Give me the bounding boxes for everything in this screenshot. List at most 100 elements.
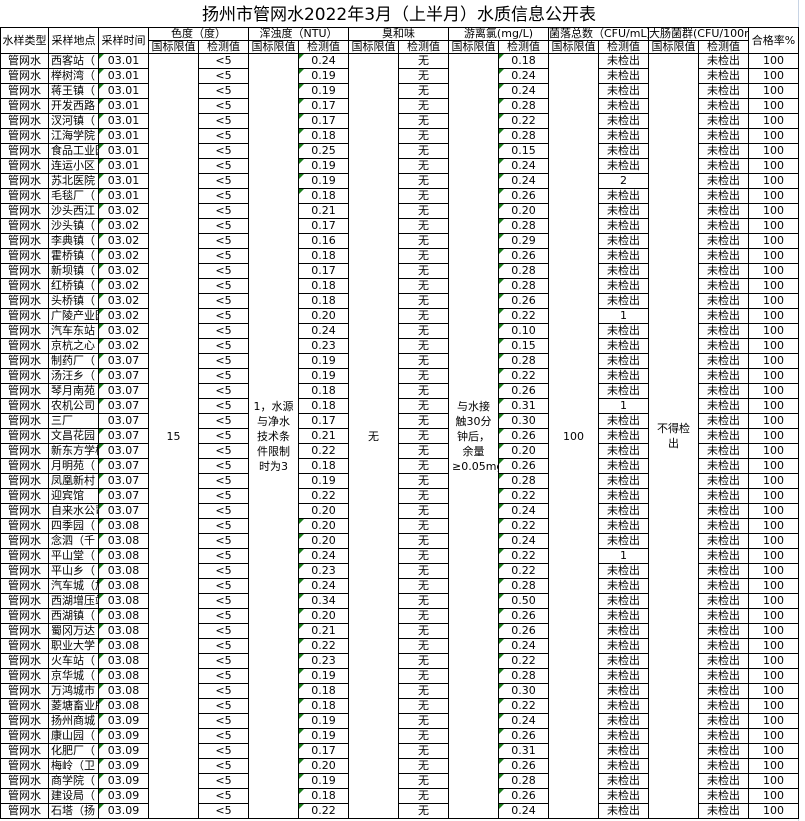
cell-site: 汊河镇（ <box>48 113 99 129</box>
cell-pass: 100 <box>748 593 800 609</box>
cell-color: <5 <box>198 473 249 489</box>
table-row: 管网水 京华城（ 03.08 <5 0.19 无 0.28 未检出 未检出 100 <box>0 668 800 684</box>
cell-bacteria: 未检出 <box>597 98 650 114</box>
cell-coliform: 未检出 <box>698 443 750 459</box>
cell-turbidity: 0.18 <box>298 248 349 264</box>
cell-bacteria: 1 <box>597 308 650 324</box>
cell-type: 管网水 <box>0 788 49 804</box>
cell-date: 03.09 <box>98 803 149 819</box>
cell-date: 03.02 <box>98 293 149 309</box>
cell-coliform: 未检出 <box>698 143 750 159</box>
cell-date: 03.01 <box>98 173 149 189</box>
cell-color: <5 <box>198 563 249 579</box>
cell-turbidity: 0.19 <box>298 668 349 684</box>
cell-bacteria: 未检出 <box>597 533 650 549</box>
cell-turbidity: 0.22 <box>298 443 349 459</box>
cell-bacteria: 未检出 <box>597 428 650 444</box>
cell-odor: 无 <box>398 98 449 114</box>
cell-bacteria: 未检出 <box>597 803 650 819</box>
limit-odor: 无 <box>348 53 399 819</box>
cell-bacteria: 1 <box>597 398 650 414</box>
cell-turbidity: 0.19 <box>298 728 349 744</box>
cell-date: 03.01 <box>98 188 149 204</box>
cell-turbidity: 0.20 <box>298 503 349 519</box>
cell-type: 管网水 <box>0 458 49 474</box>
cell-coliform: 未检出 <box>698 728 750 744</box>
cell-color: <5 <box>198 578 249 594</box>
cell-chlorine: 0.26 <box>498 428 549 444</box>
cell-date: 03.01 <box>98 113 149 129</box>
cell-chlorine: 0.26 <box>498 623 549 639</box>
cell-type: 管网水 <box>0 353 49 369</box>
cell-bacteria: 未检出 <box>597 563 650 579</box>
table-row: 管网水 平山堂（ 03.08 <5 0.24 无 0.22 1 未检出 100 <box>0 548 800 564</box>
cell-bacteria: 未检出 <box>597 353 650 369</box>
cell-turbidity: 0.20 <box>298 533 349 549</box>
cell-date: 03.07 <box>98 443 149 459</box>
cell-color: <5 <box>198 608 249 624</box>
cell-turbidity: 0.24 <box>298 323 349 339</box>
cell-bacteria: 未检出 <box>597 713 650 729</box>
cell-bacteria: 未检出 <box>597 683 650 699</box>
cell-coliform: 未检出 <box>698 398 750 414</box>
sheet-gridline <box>798 0 805 821</box>
cell-chlorine: 0.24 <box>498 803 549 819</box>
table-row: 管网水 沙头镇（ 03.02 <5 0.17 无 0.28 未检出 未检出 100 <box>0 218 800 234</box>
cell-site: 三厂 <box>48 413 99 429</box>
cell-turbidity: 0.17 <box>298 218 349 234</box>
cell-coliform: 未检出 <box>698 218 750 234</box>
cell-bacteria: 未检出 <box>597 263 650 279</box>
subheader-turbidity-limit: 国标限值 <box>248 40 299 54</box>
cell-chlorine: 0.22 <box>498 488 549 504</box>
cell-coliform: 未检出 <box>698 503 750 519</box>
cell-site: 汽车城（加 <box>48 578 99 594</box>
table-row: 管网水 霍桥镇（ 03.02 <5 0.18 无 0.26 未检出 未检出 100 <box>0 248 800 264</box>
cell-color: <5 <box>198 113 249 129</box>
cell-pass: 100 <box>748 203 800 219</box>
cell-site: 菱塘畜业所 <box>48 698 99 714</box>
cell-date: 03.08 <box>98 668 149 684</box>
cell-site: 建设局（ <box>48 788 99 804</box>
cell-bacteria: 未检出 <box>597 323 650 339</box>
cell-chlorine: 0.22 <box>498 698 549 714</box>
cell-site: 汤汪乡（ <box>48 368 99 384</box>
cell-date: 03.02 <box>98 308 149 324</box>
cell-pass: 100 <box>748 143 800 159</box>
cell-color: <5 <box>198 398 249 414</box>
table-row: 管网水 迎宾馆 03.07 <5 0.22 无 0.22 未检出 未检出 100 <box>0 488 800 504</box>
cell-type: 管网水 <box>0 218 49 234</box>
cell-odor: 无 <box>398 683 449 699</box>
cell-bacteria: 未检出 <box>597 383 650 399</box>
cell-color: <5 <box>198 413 249 429</box>
cell-chlorine: 0.50 <box>498 593 549 609</box>
cell-bacteria: 未检出 <box>597 578 650 594</box>
cell-pass: 100 <box>748 53 800 69</box>
cell-type: 管网水 <box>0 803 49 819</box>
page-title: 扬州市管网水2022年3月（上半月）水质信息公开表 <box>201 5 597 25</box>
cell-date: 03.01 <box>98 158 149 174</box>
subheader-chlorine-limit: 国标限值 <box>448 40 499 54</box>
cell-date: 03.08 <box>98 548 149 564</box>
cell-date: 03.01 <box>98 128 149 144</box>
cell-type: 管网水 <box>0 323 49 339</box>
cell-date: 03.07 <box>98 473 149 489</box>
cell-type: 管网水 <box>0 398 49 414</box>
cell-odor: 无 <box>398 668 449 684</box>
cell-pass: 100 <box>748 263 800 279</box>
cell-bacteria: 未检出 <box>597 773 650 789</box>
cell-coliform: 未检出 <box>698 518 750 534</box>
cell-coliform: 未检出 <box>698 713 750 729</box>
cell-date: 03.09 <box>98 788 149 804</box>
cell-coliform: 未检出 <box>698 683 750 699</box>
cell-bacteria: 未检出 <box>597 143 650 159</box>
cell-pass: 100 <box>748 218 800 234</box>
cell-turbidity: 0.19 <box>298 368 349 384</box>
cell-bacteria: 未检出 <box>597 83 650 99</box>
cell-odor: 无 <box>398 128 449 144</box>
cell-odor: 无 <box>398 218 449 234</box>
cell-odor: 无 <box>398 188 449 204</box>
cell-bacteria: 未检出 <box>597 128 650 144</box>
cell-pass: 100 <box>748 248 800 264</box>
cell-pass: 100 <box>748 98 800 114</box>
